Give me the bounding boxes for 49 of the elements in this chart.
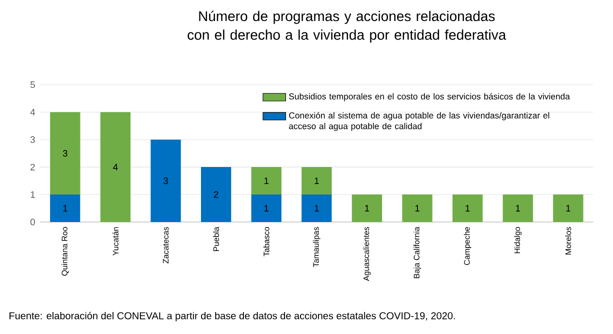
- bar: [352, 194, 382, 222]
- bar: [200, 167, 232, 222]
- x-tick-label: Puebla: [213, 226, 219, 251]
- x-tick-label: Aguascalientes: [363, 226, 371, 281]
- x-tick-label: Campeche: [464, 227, 472, 265]
- x-tick-label: Yucatán: [112, 227, 118, 256]
- data-label: 1: [314, 178, 319, 184]
- data-label: 3: [62, 150, 68, 157]
- bar: [502, 194, 533, 222]
- data-label: 2: [214, 191, 218, 198]
- y-tick-label: 3: [30, 136, 35, 143]
- x-tick-label: Quintana Roo: [61, 227, 69, 276]
- bar: [553, 194, 584, 222]
- bar: [402, 194, 432, 222]
- bar: [302, 194, 332, 222]
- data-label: 1: [63, 205, 68, 212]
- data-label: 1: [365, 205, 370, 212]
- chart-title: Número de programas y acciones relacionadas con el derecho a la vivienda por entidad federativa: [188, 10, 506, 43]
- data-label: 1: [264, 178, 268, 184]
- bar: [50, 194, 80, 222]
- data-label: 1: [314, 205, 319, 212]
- x-tick-label: Hidalgo: [514, 227, 522, 254]
- legend-label: Conexión al sistema de agua potable de las viviendas/garantizar el acceso al agua potable de calidad: [289, 112, 550, 131]
- bar: [150, 140, 181, 222]
- bar: [452, 194, 483, 222]
- data-label: 1: [516, 205, 520, 212]
- x-tick-label: Morelos: [565, 226, 572, 255]
- y-tick-label: 0: [30, 218, 35, 226]
- y-tick-label: 1: [30, 191, 35, 198]
- bar: [100, 112, 131, 222]
- x-tick-label: Baja California: [414, 226, 421, 278]
- x-tick-label: Tamaulipas: [312, 226, 320, 267]
- source-note: Fuente: elaboración del CONEVAL a partir de base de datos de acciones estatales COVID-19, 2020.: [10, 312, 455, 322]
- bar: [302, 167, 332, 195]
- x-tick-label: Zacatecas: [162, 226, 169, 264]
- bar: [50, 112, 80, 195]
- y-tick-label: 4: [30, 108, 36, 116]
- y-tick-label: 5: [30, 81, 35, 88]
- data-label: 1: [466, 205, 470, 212]
- bar: [251, 194, 282, 222]
- data-label: 4: [113, 164, 118, 170]
- x-tick-label: Tabasco: [263, 227, 270, 256]
- bar: [251, 167, 282, 195]
- data-label: 1: [264, 205, 268, 212]
- legend-label: Subsidios temporales en el costo de los servicios básicos de la vivienda: [289, 93, 570, 102]
- data-label: 1: [566, 205, 570, 212]
- data-label: 1: [415, 205, 420, 212]
- data-label: 3: [164, 178, 168, 184]
- y-tick-label: 2: [30, 164, 35, 170]
